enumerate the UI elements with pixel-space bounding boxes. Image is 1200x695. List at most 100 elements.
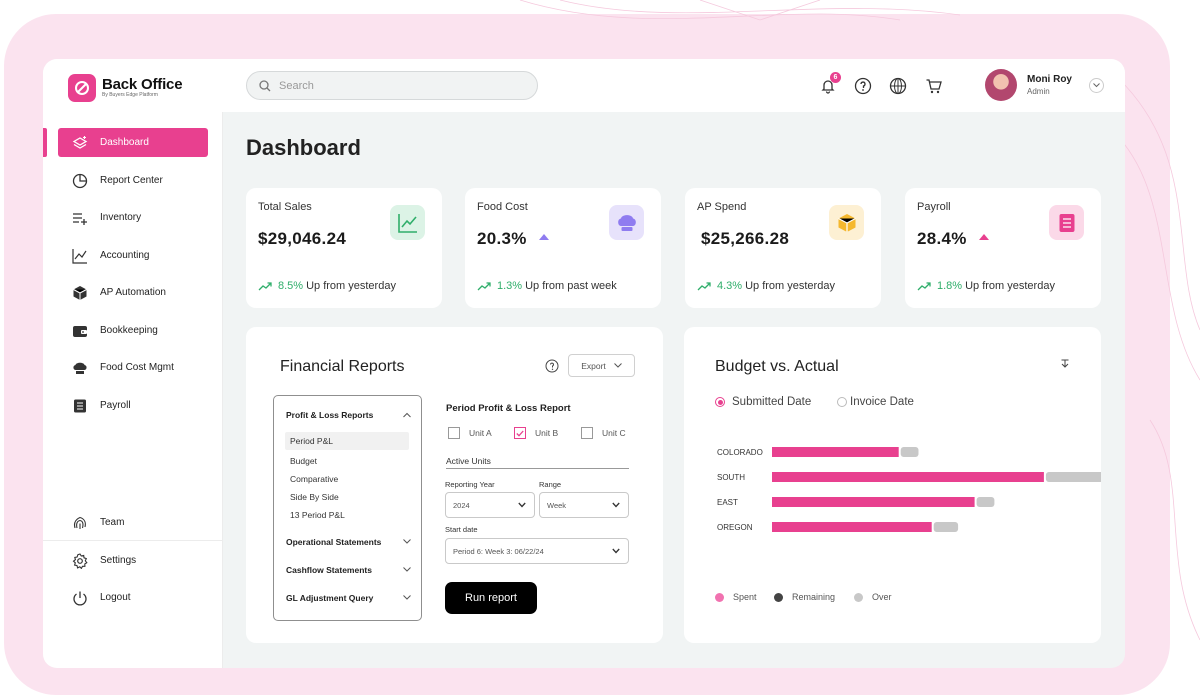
ledger-icon bbox=[1049, 205, 1084, 240]
group-operational-statements[interactable]: Operational Statements bbox=[286, 537, 382, 547]
bell-icon bbox=[821, 80, 835, 94]
notifications-button[interactable]: 6 bbox=[818, 72, 841, 96]
sidebar-item-settings[interactable]: Settings bbox=[58, 546, 208, 575]
kpi-trend-text: Up from yesterday bbox=[745, 280, 835, 292]
radio-label: Invoice Date bbox=[850, 396, 914, 408]
start-date-select[interactable]: Period 6: Week 3: 06/22/24 bbox=[445, 538, 629, 564]
unit-a-checkbox[interactable]: Unit A bbox=[448, 427, 492, 439]
power-icon bbox=[72, 590, 88, 606]
report-item-comparative[interactable]: Comparative bbox=[290, 474, 339, 484]
user-menu-button[interactable] bbox=[1089, 78, 1104, 93]
export-button[interactable]: Export bbox=[568, 354, 635, 377]
chef-hat-icon bbox=[72, 360, 88, 376]
legend-remaining: Remaining bbox=[774, 592, 835, 602]
sidebar-item-dashboard[interactable]: Dashboard bbox=[58, 128, 208, 157]
range-value: Week bbox=[547, 500, 567, 510]
unit-c-checkbox[interactable]: Unit C bbox=[581, 427, 626, 439]
checkbox-box[interactable] bbox=[581, 427, 593, 439]
app-tagline: By Buyers Edge Platform bbox=[102, 92, 158, 98]
submitted-date-radio[interactable]: Submitted Date bbox=[715, 396, 811, 408]
kpi-card-food-cost: Food Cost 20.3% 1.3% Up from past week bbox=[465, 188, 661, 308]
sidebar-item-bookkeeping[interactable]: Bookkeeping bbox=[58, 316, 208, 345]
search-input[interactable] bbox=[279, 79, 519, 92]
reporting-year-select[interactable]: 2024 bbox=[445, 492, 535, 518]
report-item-period-pl[interactable]: Period P&L bbox=[285, 432, 409, 450]
globe-button[interactable] bbox=[888, 76, 908, 96]
budget-bar-chart: COLORADO SOUTH EAST OREGON bbox=[717, 447, 1101, 532]
range-select[interactable]: Week bbox=[539, 492, 629, 518]
legend-over: Over bbox=[854, 592, 892, 602]
radio-dot[interactable] bbox=[837, 397, 847, 407]
sidebar-item-ap-automation[interactable]: AP Automation bbox=[58, 278, 208, 307]
checkbox-box[interactable] bbox=[448, 427, 460, 439]
form-title: Period Profit & Loss Report bbox=[446, 403, 571, 414]
caret-down-icon bbox=[612, 548, 620, 554]
help-button[interactable] bbox=[853, 76, 873, 96]
kpi-trend: 8.5% Up from yesterday bbox=[258, 280, 396, 292]
start-date-label: Start date bbox=[445, 525, 478, 534]
check-icon bbox=[516, 430, 524, 437]
notification-count-badge: 6 bbox=[830, 72, 841, 83]
chevron-down-icon[interactable] bbox=[403, 537, 411, 545]
avatar[interactable] bbox=[985, 69, 1017, 101]
report-item-side-by-side[interactable]: Side By Side bbox=[290, 492, 339, 502]
search-box[interactable] bbox=[246, 71, 538, 100]
budget-vs-actual-panel: Budget vs. Actual Submitted Date Invoice… bbox=[684, 327, 1101, 643]
radio-label: Submitted Date bbox=[732, 396, 812, 408]
sidebar-item-label: Logout bbox=[100, 592, 131, 603]
bar-over-east bbox=[976, 497, 995, 507]
trend-up-icon bbox=[697, 281, 711, 290]
chevron-down-icon[interactable] bbox=[403, 565, 411, 573]
sidebar-item-inventory[interactable]: Inventory bbox=[58, 203, 208, 232]
sidebar-item-food-cost-mgmt[interactable]: Food Cost Mgmt bbox=[58, 353, 208, 382]
chevron-down-icon bbox=[613, 363, 622, 368]
up-arrow-icon bbox=[979, 234, 989, 240]
sidebar-item-label: Bookkeeping bbox=[100, 325, 158, 336]
sidebar-item-accounting[interactable]: Accounting bbox=[58, 241, 208, 270]
category-label: SOUTH bbox=[717, 473, 745, 482]
unit-label: Unit B bbox=[535, 428, 559, 438]
logo[interactable]: Back Office By Buyers Edge Platform bbox=[68, 74, 183, 102]
up-arrow-icon bbox=[539, 234, 549, 240]
pie-chart-icon bbox=[72, 173, 88, 189]
radio-dot[interactable] bbox=[715, 397, 725, 407]
page-title: Dashboard bbox=[246, 135, 361, 160]
bar-spent-south bbox=[772, 472, 1044, 482]
kpi-trend: 1.3% Up from past week bbox=[477, 280, 617, 292]
cart-icon bbox=[926, 79, 942, 94]
run-report-button[interactable]: Run report bbox=[445, 582, 537, 614]
trend-up-icon bbox=[917, 281, 931, 290]
bar-spent-oregon bbox=[772, 522, 932, 532]
chevron-up-icon[interactable] bbox=[403, 411, 411, 419]
line-chart-icon bbox=[390, 205, 425, 240]
group-profit-loss[interactable]: Profit & Loss Reports bbox=[286, 410, 374, 420]
sidebar-item-logout[interactable]: Logout bbox=[58, 583, 208, 612]
bar-spent-colorado bbox=[772, 447, 899, 457]
sidebar-item-payroll[interactable]: Payroll bbox=[58, 391, 208, 420]
download-icon[interactable] bbox=[1061, 359, 1069, 369]
budget-title: Budget vs. Actual bbox=[715, 358, 839, 375]
chevron-down-icon[interactable] bbox=[403, 593, 411, 601]
kpi-trend-pct: 8.5% bbox=[278, 280, 304, 292]
sidebar-item-label: Dashboard bbox=[100, 137, 149, 148]
group-cashflow-statements[interactable]: Cashflow Statements bbox=[286, 565, 372, 575]
sidebar-item-report-center[interactable]: Report Center bbox=[58, 166, 208, 195]
report-item-13-period[interactable]: 13 Period P&L bbox=[290, 510, 345, 520]
sidebar-item-label: Settings bbox=[100, 555, 137, 566]
unit-b-checkbox[interactable]: Unit B bbox=[514, 427, 558, 439]
group-gl-adjustment[interactable]: GL Adjustment Query bbox=[286, 593, 374, 603]
report-item-budget[interactable]: Budget bbox=[290, 456, 317, 466]
reporting-year-label: Reporting Year bbox=[445, 480, 495, 489]
sidebar-item-label: Team bbox=[100, 517, 125, 528]
wallet-icon bbox=[72, 323, 88, 339]
cart-button[interactable] bbox=[924, 76, 944, 96]
invoice-date-radio[interactable]: Invoice Date bbox=[837, 396, 914, 408]
app-window: Back Office By Buyers Edge Platform 6 Mo… bbox=[43, 59, 1125, 668]
checkbox-box[interactable] bbox=[514, 427, 526, 439]
sidebar-item-team[interactable]: Team bbox=[58, 508, 208, 537]
kpi-trend-pct: 1.8% bbox=[937, 280, 963, 292]
legend-swatch bbox=[854, 592, 863, 602]
help-icon[interactable] bbox=[545, 359, 559, 373]
logo-mark-icon bbox=[68, 74, 96, 102]
